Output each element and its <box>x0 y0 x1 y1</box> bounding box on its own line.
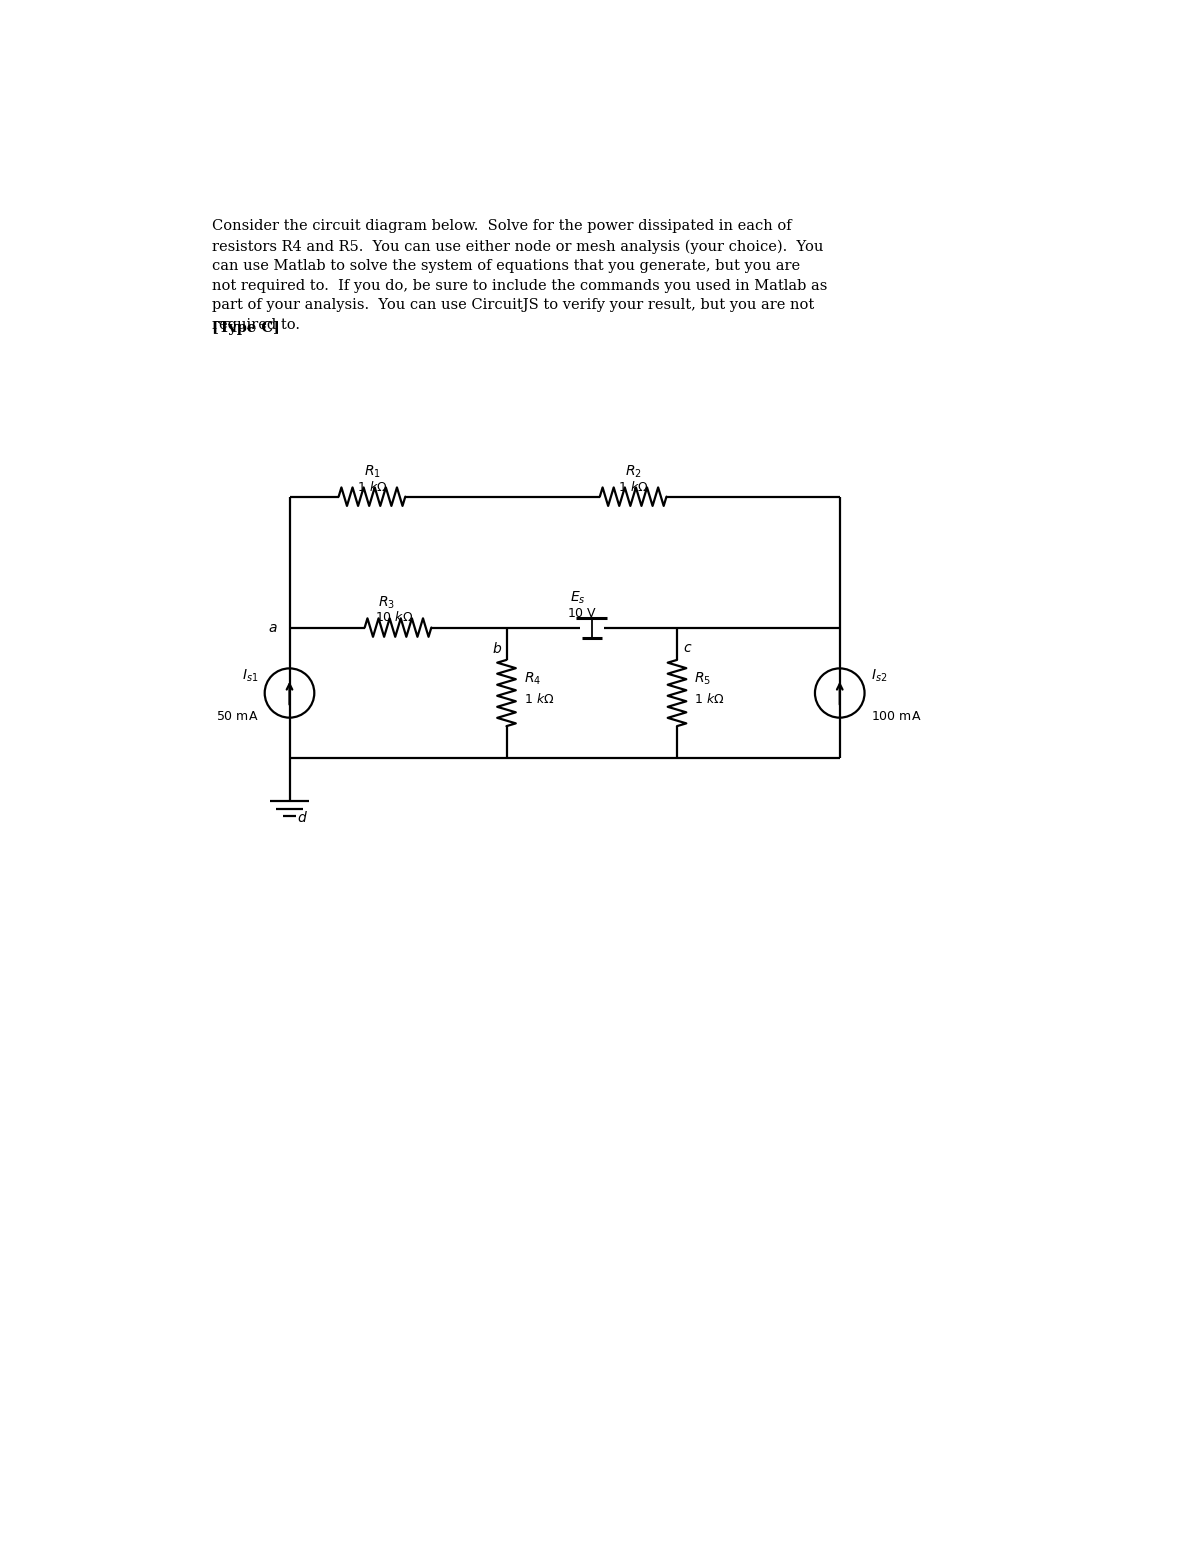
Text: $10\ k\Omega$: $10\ k\Omega$ <box>374 610 413 624</box>
Text: $d$: $d$ <box>298 811 308 825</box>
Text: $a$: $a$ <box>269 621 278 635</box>
Text: $R_4$: $R_4$ <box>523 671 541 688</box>
Text: $c$: $c$ <box>683 641 692 655</box>
Text: $50\ \mathrm{mA}$: $50\ \mathrm{mA}$ <box>216 710 258 724</box>
Text: $1\ k\Omega$: $1\ k\Omega$ <box>523 693 554 707</box>
Text: $1\ k\Omega$: $1\ k\Omega$ <box>356 480 388 494</box>
Text: $I_{s1}$: $I_{s1}$ <box>242 668 258 683</box>
Text: $R_2$: $R_2$ <box>625 463 642 480</box>
Text: $R_1$: $R_1$ <box>364 463 380 480</box>
Text: $R_5$: $R_5$ <box>694 671 712 688</box>
Text: $b$: $b$ <box>492 641 503 657</box>
Text: $R_3$: $R_3$ <box>378 595 395 610</box>
Text: $10\ \mathrm{V}$: $10\ \mathrm{V}$ <box>568 607 598 620</box>
Text: Consider the circuit diagram below.  Solve for the power dissipated in each of
r: Consider the circuit diagram below. Solv… <box>212 219 827 331</box>
Text: $1\ k\Omega$: $1\ k\Omega$ <box>694 693 725 707</box>
Text: $100\ \mathrm{mA}$: $100\ \mathrm{mA}$ <box>871 710 922 724</box>
Text: $1\ k\Omega$: $1\ k\Omega$ <box>618 480 648 494</box>
Text: [Type C]: [Type C] <box>212 321 280 335</box>
Text: $E_s$: $E_s$ <box>570 590 586 606</box>
Text: $I_{s2}$: $I_{s2}$ <box>871 668 887 683</box>
